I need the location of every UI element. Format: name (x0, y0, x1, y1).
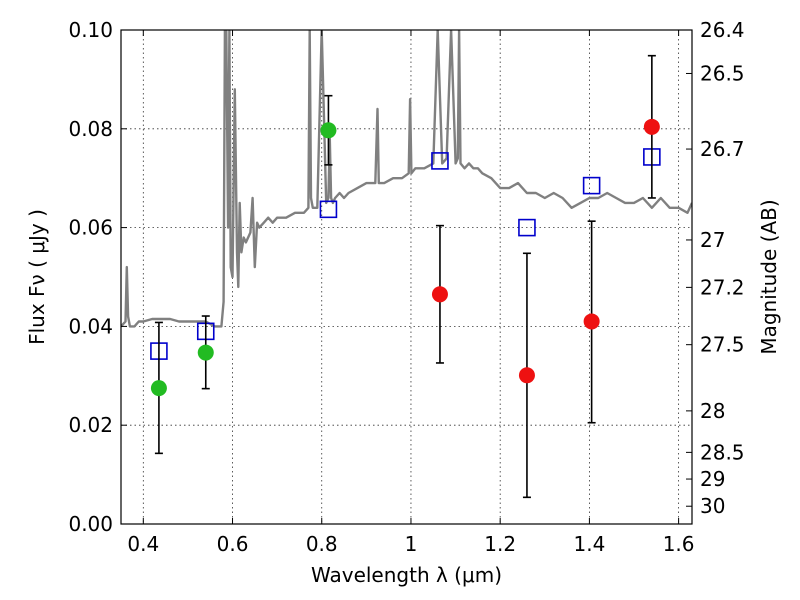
y-tick-label: 0.00 (68, 512, 113, 536)
grid (121, 30, 692, 524)
data-point (150, 380, 167, 397)
y-tick-label: 0.02 (68, 413, 113, 437)
x-tick-label: 0.8 (306, 532, 338, 556)
data-point (197, 344, 214, 361)
right-tick-label: 26.5 (700, 61, 745, 85)
band-flux-square (518, 218, 536, 237)
band-flux-square (431, 152, 449, 170)
data-point (583, 313, 600, 330)
data-point (643, 118, 660, 135)
right-tick-label: 27 (700, 228, 725, 252)
y-tick-label: 0.10 (68, 18, 113, 42)
x-tick-label: 1.6 (663, 532, 695, 556)
data-point (518, 367, 535, 384)
spectrum-line (121, 30, 692, 328)
x-tick-label: 1 (405, 532, 418, 556)
x-tick-label: 1.2 (484, 532, 516, 556)
y-tick-label: 0.04 (68, 314, 113, 338)
right-tick-label: 27.2 (700, 275, 745, 299)
right-axis-title: Magnitude (AB) (757, 199, 781, 354)
data-point (431, 286, 448, 303)
band-flux-square (582, 176, 601, 195)
tick-layer: 0.4 0.6 0.8 1 1.2 1.4 1.6 0.00 0.02 0.04 0.06 0.08 0… (68, 18, 744, 556)
right-tick-label: 27.5 (700, 333, 745, 357)
band-flux-square (319, 200, 338, 219)
data-layer (121, 30, 692, 499)
plot-frame (120, 29, 693, 525)
data-point (320, 122, 337, 139)
x-tick-label: 0.4 (127, 532, 159, 556)
y-tick-label: 0.08 (68, 117, 113, 141)
right-tick-label: 28.5 (700, 440, 745, 464)
y-axis-title: Flux Fν ( μJy ) (25, 209, 49, 345)
x-axis-title: Wavelength λ (μm) (311, 563, 502, 587)
right-tick-label: 26.7 (700, 137, 745, 161)
y-tick-label: 0.06 (68, 216, 113, 240)
right-tick-label: 26.4 (700, 18, 745, 42)
right-tick-label: 28 (700, 399, 725, 423)
x-tick-label: 0.6 (217, 532, 249, 556)
right-tick-label: 29 (700, 467, 725, 491)
right-tick-label: 30 (700, 494, 725, 518)
x-tick-label: 1.4 (573, 532, 605, 556)
